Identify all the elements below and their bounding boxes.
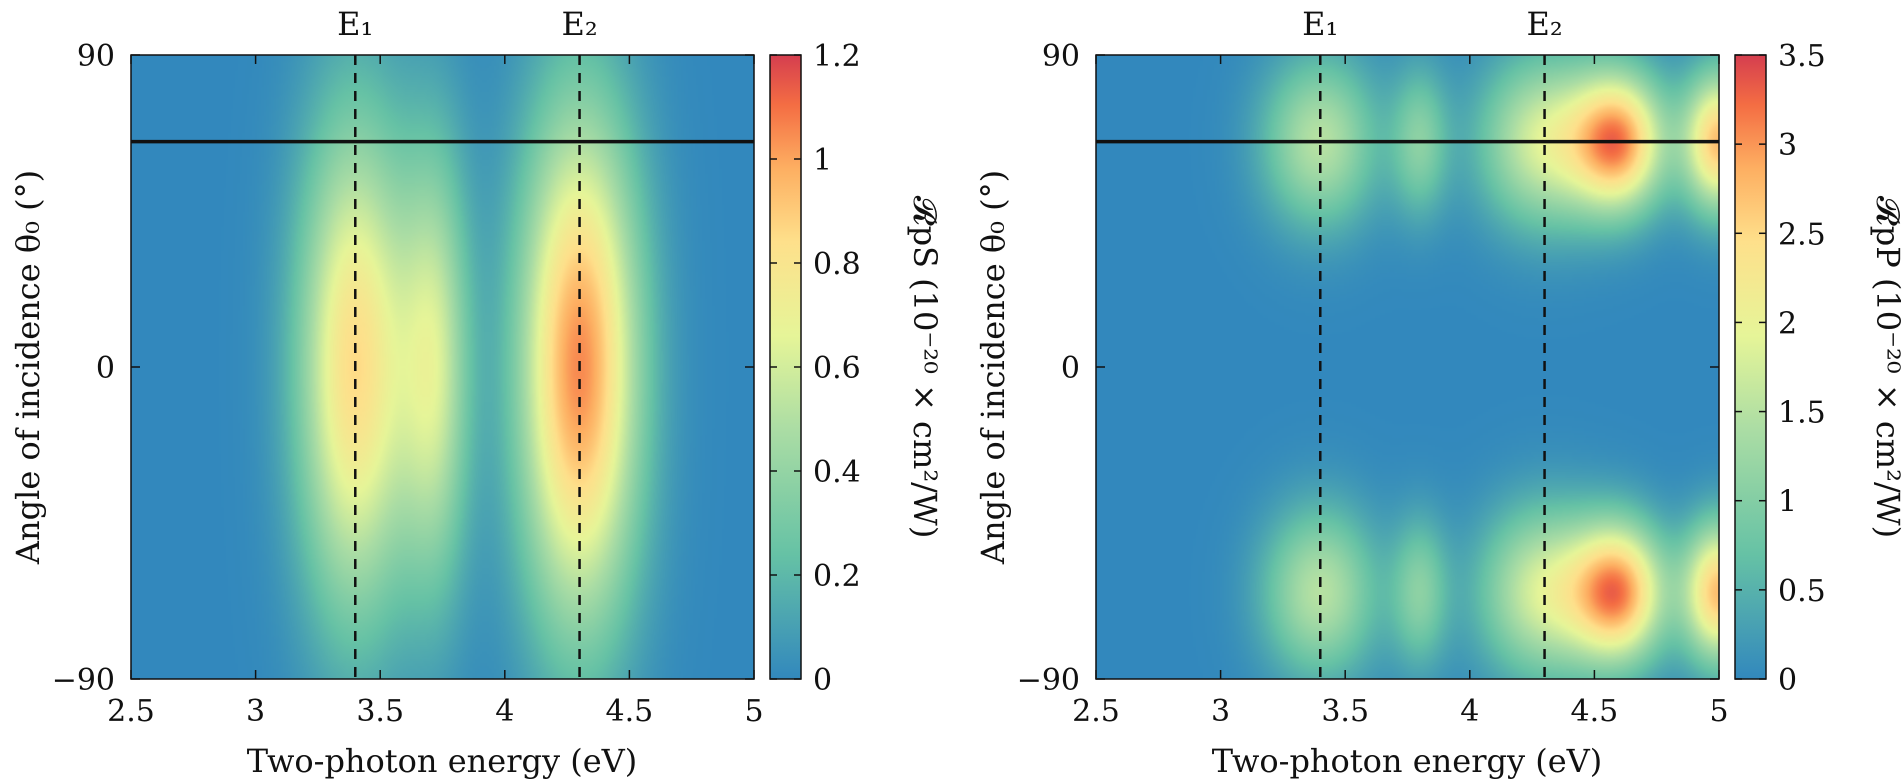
colorbar-tick-label: 3: [1778, 128, 1797, 163]
x-tick-label: 4.5: [1571, 694, 1619, 729]
heatmap-image-left: [131, 55, 754, 679]
colorbar-ticks-left: 0 0.2 0.4 0.6 0.8 1 1.2: [770, 39, 861, 698]
energy-markers-left: E₁ E₂: [337, 5, 598, 679]
heatmap-image-right: [1096, 55, 1719, 679]
marker-label: E₂: [561, 5, 597, 43]
colorbar-tick-label: 0.6: [813, 351, 861, 386]
marker-label: E₂: [1526, 5, 1562, 43]
x-ticks-left: 2.5 3 3.5 4 4.5 5: [107, 55, 764, 729]
x-axis-title-left: Two-photon energy (eV): [247, 742, 637, 780]
x-tick-label: 2.5: [107, 694, 155, 729]
colorbar-tick-label: 3.5: [1778, 39, 1826, 74]
y-tick-label: 0: [96, 351, 115, 386]
x-tick-label: 4.5: [606, 694, 654, 729]
colorbar-tick-label: 0: [1778, 663, 1797, 698]
colorbar-tick-label: 1: [813, 143, 832, 178]
x-tick-label: 3: [1211, 694, 1230, 729]
y-tick-label: 90: [77, 39, 115, 74]
panel-left: 2.5 3 3.5 4 4.5 5 −90 0 90 E₁ E₂ Two-photon ener…: [9, 5, 944, 780]
x-tick-label: 2.5: [1072, 694, 1120, 729]
y-tick-label: 90: [1042, 39, 1080, 74]
colorbar-label-right: 𝓡pP (10⁻²⁰ × cm²/W): [1869, 196, 1904, 538]
x-tick-label: 5: [744, 694, 763, 729]
y-ticks-left: −90 0 90: [52, 39, 754, 698]
y-ticks-right: −90 0 90: [1017, 39, 1719, 698]
colorbar-tick-label: 0.8: [813, 247, 861, 282]
marker-label: E₁: [1302, 5, 1338, 43]
colorbar-label-left: 𝓡pS (10⁻²⁰ × cm²/W): [906, 196, 944, 539]
x-tick-label: 3.5: [1321, 694, 1369, 729]
y-tick-label: −90: [1017, 663, 1080, 698]
y-axis-title-left: Angle of incidence θ₀ (°): [9, 170, 47, 565]
y-tick-label: 0: [1061, 351, 1080, 386]
colorbar-tick-label: 0: [813, 663, 832, 698]
x-tick-label: 4: [1460, 694, 1479, 729]
x-ticks-right: 2.5 3 3.5 4 4.5 5: [1072, 55, 1729, 729]
colorbar-ticks-right: 0 0.5 1 1.5 2 2.5 3 3.5: [1735, 39, 1826, 698]
colorbar-tick-label: 0.4: [813, 455, 861, 490]
colorbar-tick-label: 0.2: [813, 559, 861, 594]
colorbar-tick-label: 1.2: [813, 39, 861, 74]
colorbar-tick-label: 1: [1778, 485, 1797, 520]
x-tick-label: 4: [495, 694, 514, 729]
x-tick-label: 3: [246, 694, 265, 729]
colorbar-right: [1734, 54, 1767, 680]
colorbar-tick-label: 1.5: [1778, 396, 1826, 431]
colorbar-tick-label: 2: [1778, 306, 1797, 341]
colorbar-tick-label: 0.5: [1778, 574, 1826, 609]
marker-label: E₁: [337, 5, 373, 43]
x-axis-title-right: Two-photon energy (eV): [1212, 742, 1602, 780]
x-tick-label: 3.5: [356, 694, 404, 729]
energy-markers-right: E₁ E₂: [1302, 5, 1563, 679]
x-tick-label: 5: [1709, 694, 1728, 729]
colorbar-tick-label: 2.5: [1778, 217, 1826, 252]
panel-right: 2.5 3 3.5 4 4.5 5 −90 0 90 E₁ E₂ Two-photon ener…: [974, 5, 1904, 780]
y-tick-label: −90: [52, 663, 115, 698]
y-axis-title-right: Angle of incidence θ₀ (°): [974, 170, 1012, 565]
